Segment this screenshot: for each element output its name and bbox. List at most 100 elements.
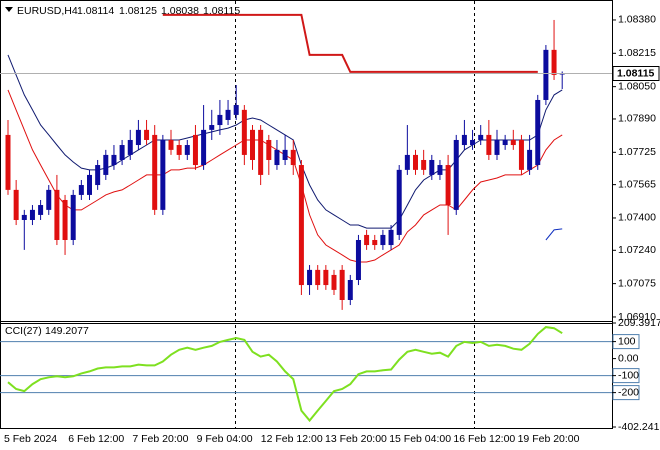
y-tick-label: -100 xyxy=(618,369,639,381)
candle-body xyxy=(339,269,345,300)
candle-body xyxy=(152,134,158,210)
candle-body xyxy=(95,165,101,186)
candle-body xyxy=(478,134,484,140)
candle-body xyxy=(78,185,84,195)
candle-body xyxy=(510,139,516,146)
candle-body xyxy=(551,49,557,75)
candle-body xyxy=(290,149,296,166)
candle-body xyxy=(282,149,288,160)
candle-body xyxy=(323,269,329,286)
candle-body xyxy=(274,149,280,166)
x-tick-label: 19 Feb 20:00 xyxy=(518,433,580,445)
candle-body xyxy=(543,49,549,100)
candle-body xyxy=(347,279,353,300)
x-tick-label: 6 Feb 12:00 xyxy=(68,433,124,445)
y-tick-label: 0.00 xyxy=(618,352,639,364)
candle-body xyxy=(258,129,264,175)
candle-body xyxy=(54,189,60,240)
y-tick-label: 1.07725 xyxy=(618,146,656,158)
candle-body xyxy=(470,139,476,146)
y-tick-label: 1.08050 xyxy=(618,80,656,92)
chart-layer: EURUSD,H4 1.08114 1.08125 1.08038 1.081151.0… xyxy=(0,5,660,445)
candle-body xyxy=(315,269,321,286)
candle-body xyxy=(388,229,394,246)
ohlc-value: 1.08114 xyxy=(77,5,114,17)
candle-body xyxy=(70,194,76,240)
candle-body xyxy=(404,154,410,170)
candle-body xyxy=(46,189,52,210)
current-price: 1.08115 xyxy=(617,67,655,79)
candle-body xyxy=(87,174,92,195)
candle-body xyxy=(217,114,223,126)
candle-body xyxy=(445,165,451,206)
y-tick-label: -402.241 xyxy=(618,421,660,433)
candle-body xyxy=(421,159,427,170)
candle-body xyxy=(502,139,508,146)
candle-body xyxy=(494,139,500,155)
candle-body xyxy=(62,199,68,240)
candle-body xyxy=(250,129,255,160)
candle-body xyxy=(119,145,125,160)
candle-body xyxy=(192,134,198,166)
candle-body xyxy=(225,109,231,120)
indicator-line xyxy=(162,13,538,73)
candle-body xyxy=(535,99,541,166)
candle-body xyxy=(29,209,35,220)
candle-body xyxy=(103,154,109,175)
indicator-label: CCI(27) xyxy=(5,325,42,337)
y-tick-label: 1.07890 xyxy=(618,113,656,125)
candle-body xyxy=(184,145,190,155)
candle-body xyxy=(486,134,492,155)
candle-body xyxy=(396,169,402,235)
y-tick-label: 1.07400 xyxy=(618,212,656,224)
candle-body xyxy=(527,149,533,170)
candle-body xyxy=(241,109,247,155)
y-tick-label: 1.08380 xyxy=(618,14,656,26)
candle-body xyxy=(21,214,27,220)
y-tick-label: 100 xyxy=(618,335,636,347)
y-tick-label: 1.06910 xyxy=(618,311,656,323)
y-tick-label: 1.08215 xyxy=(618,47,656,59)
candle-body xyxy=(201,129,207,166)
y-tick-label: 1.07075 xyxy=(618,277,656,289)
x-tick-label: 5 Feb 2024 xyxy=(4,433,57,445)
candle-body xyxy=(13,189,19,220)
symbol-label: EURUSD,H4 xyxy=(17,5,78,17)
x-tick-label: 16 Feb 12:00 xyxy=(453,433,515,445)
candle-body xyxy=(461,134,467,146)
chart-frame xyxy=(0,0,613,429)
y-tick-label: -200 xyxy=(618,386,639,398)
indicator-line xyxy=(7,54,563,229)
y-tick-label: 209.3917 xyxy=(618,317,660,329)
candle-body xyxy=(209,125,215,130)
candle-body xyxy=(38,205,44,215)
candle-body xyxy=(176,145,182,155)
ohlc-value: 1.08038 xyxy=(161,5,199,17)
candle-body xyxy=(413,154,418,170)
x-tick-label: 13 Feb 20:00 xyxy=(325,433,387,445)
y-tick-label: 1.07565 xyxy=(618,178,656,190)
candle-body xyxy=(518,139,524,170)
candle-body xyxy=(111,154,117,166)
ohlc-value: 1.08115 xyxy=(203,5,240,17)
candle-body xyxy=(266,139,272,160)
candle-body xyxy=(429,159,435,175)
price-box xyxy=(612,66,660,82)
cci-line xyxy=(7,326,563,423)
symbol-menu-arrow[interactable] xyxy=(5,7,13,12)
candle-body xyxy=(331,274,337,290)
x-tick-label: 12 Feb 12:00 xyxy=(261,433,323,445)
candle-body xyxy=(355,239,361,280)
indicator-value: 149.2077 xyxy=(45,325,89,337)
candle-body xyxy=(135,129,141,146)
x-tick-label: 9 Feb 04:00 xyxy=(197,433,253,445)
candle-body xyxy=(372,239,378,246)
candle-body xyxy=(364,234,370,246)
x-tick-label: 7 Feb 20:00 xyxy=(132,433,188,445)
y-tick-label: 1.07240 xyxy=(618,244,656,256)
candle-body xyxy=(307,269,313,286)
candle-body xyxy=(233,105,239,115)
x-tick-label: 15 Feb 04:00 xyxy=(389,433,451,445)
